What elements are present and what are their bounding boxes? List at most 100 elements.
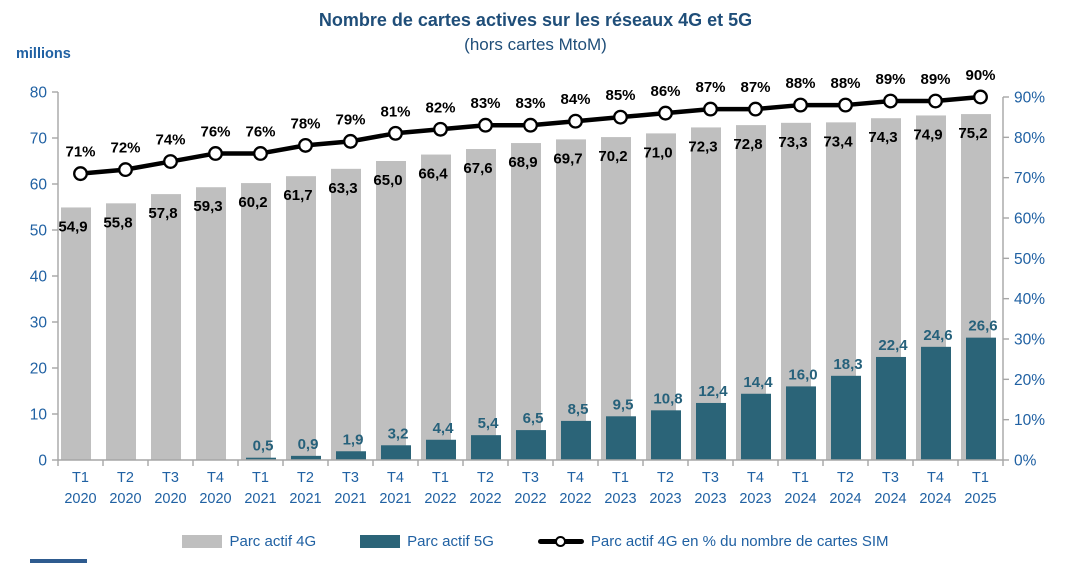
- line-marker: [793, 97, 808, 113]
- data-label-pct: 88%: [785, 75, 815, 92]
- left-axis-tick-label: 80: [30, 85, 48, 102]
- line-marker: [388, 125, 403, 141]
- bar-parc-actif-5g: [741, 393, 771, 460]
- data-label-4g: 73,4: [823, 133, 853, 150]
- bar-parc-actif-4g: [646, 133, 676, 460]
- right-axis-tick-label: 80%: [1014, 130, 1045, 147]
- x-axis-quarter-label: T4: [567, 470, 584, 486]
- legend-line-marker-icon: [537, 535, 584, 548]
- bar-parc-actif-5g: [516, 430, 546, 460]
- x-axis-year-label: 2024: [829, 491, 861, 507]
- x-axis-year-label: 2020: [199, 491, 231, 507]
- data-label-5g: 8,5: [568, 401, 589, 418]
- data-label-4g: 61,7: [283, 187, 312, 204]
- x-axis-quarter-label: T4: [927, 470, 944, 486]
- line-marker: [748, 101, 763, 117]
- right-axis-tick-label: 60%: [1014, 211, 1045, 228]
- x-axis-quarter-label: T1: [612, 470, 629, 486]
- x-axis-quarter-label: T3: [882, 470, 899, 486]
- data-label-pct: 89%: [920, 71, 950, 88]
- line-marker: [883, 93, 898, 109]
- data-label-pct: 82%: [425, 99, 455, 116]
- data-label-pct: 81%: [380, 103, 410, 120]
- x-axis-quarter-label: T2: [477, 470, 494, 486]
- data-label-5g: 16,0: [788, 366, 817, 383]
- bar-parc-actif-5g: [876, 356, 906, 460]
- x-axis-quarter-label: T3: [702, 470, 719, 486]
- left-axis-tick-label: 60: [30, 177, 48, 194]
- data-label-4g: 70,2: [598, 148, 627, 165]
- x-axis-year-label: 2024: [874, 491, 906, 507]
- x-axis-year-label: 2025: [964, 491, 996, 507]
- bar-parc-actif-5g: [831, 375, 861, 460]
- x-axis-year-label: 2022: [424, 491, 456, 507]
- x-axis-year-label: 2020: [64, 491, 96, 507]
- left-axis-tick-label: 20: [30, 361, 48, 378]
- left-axis-tick-label: 30: [30, 315, 48, 332]
- right-axis-tick-label: 40%: [1014, 291, 1045, 308]
- x-axis-year-label: 2021: [289, 491, 321, 507]
- data-label-4g: 72,3: [688, 138, 717, 155]
- line-marker: [523, 117, 538, 133]
- bar-parc-actif-4g: [241, 183, 271, 460]
- line-marker: [298, 137, 313, 153]
- x-axis-quarter-label: T3: [522, 470, 539, 486]
- data-label-5g: 0,5: [253, 438, 274, 455]
- line-marker: [208, 146, 223, 161]
- data-label-4g: 72,8: [733, 136, 762, 153]
- line-marker: [973, 89, 988, 105]
- data-label-5g: 14,4: [743, 374, 773, 391]
- data-label-5g: 22,4: [878, 337, 908, 354]
- x-axis-year-label: 2021: [244, 491, 276, 507]
- footer-divider-line: [30, 559, 87, 563]
- bar-parc-actif-4g: [61, 207, 91, 460]
- x-axis-quarter-label: T2: [117, 470, 134, 486]
- data-label-pct: 74%: [155, 132, 185, 149]
- data-label-5g: 18,3: [833, 356, 862, 373]
- bar-parc-actif-4g: [376, 161, 406, 460]
- x-axis-quarter-label: T2: [837, 470, 854, 486]
- right-axis-tick-label: 20%: [1014, 372, 1045, 389]
- chart-title: Nombre de cartes actives sur les réseaux…: [318, 10, 753, 30]
- data-label-4g: 67,6: [463, 160, 492, 177]
- bar-parc-actif-5g: [471, 435, 501, 460]
- data-label-pct: 72%: [110, 140, 140, 157]
- legend-item: Parc actif 4G en % du nombre de cartes S…: [537, 533, 889, 550]
- data-label-4g: 71,0: [643, 144, 672, 161]
- x-axis-year-label: 2024: [919, 491, 951, 507]
- x-axis-year-label: 2022: [559, 491, 591, 507]
- bar-parc-actif-4g: [601, 137, 631, 460]
- right-axis-tick-label: 50%: [1014, 251, 1045, 268]
- data-label-5g: 0,9: [298, 436, 319, 453]
- line-marker: [163, 154, 178, 169]
- x-axis-quarter-label: T4: [387, 470, 404, 486]
- data-label-pct: 87%: [740, 79, 770, 96]
- left-axis-tick-label: 10: [30, 407, 48, 424]
- legend-swatch-icon: [360, 535, 401, 548]
- data-label-pct: 79%: [335, 111, 365, 128]
- data-label-pct: 84%: [560, 91, 590, 108]
- bar-parc-actif-4g: [196, 187, 226, 460]
- data-label-5g: 26,6: [968, 318, 997, 335]
- x-axis-quarter-label: T3: [162, 470, 179, 486]
- x-axis-year-label: 2021: [379, 491, 411, 507]
- bar-parc-actif-5g: [381, 445, 411, 460]
- right-axis-tick-label: 30%: [1014, 332, 1045, 349]
- x-axis-quarter-label: T4: [747, 470, 764, 486]
- combo-bar-line-chart: 80 70 60 50 40 30 20 10 0 90% 80% 70% 60% 50% 40% 30% 20…: [30, 67, 1045, 507]
- x-axis-quarter-label: T3: [342, 470, 359, 486]
- data-label-pct: 83%: [470, 95, 500, 112]
- line-marker: [343, 133, 358, 149]
- left-axis-tick-label: 70: [30, 131, 48, 148]
- bar-parc-actif-4g: [511, 143, 541, 460]
- data-label-4g: 60,2: [238, 194, 267, 211]
- x-axis-quarter-label: T1: [252, 470, 269, 486]
- x-axis-quarter-label: T1: [72, 470, 89, 486]
- x-axis-year-label: 2022: [469, 491, 501, 507]
- x-axis-year-label: 2020: [154, 491, 186, 507]
- left-axis-tick-label: 0: [38, 453, 47, 470]
- data-label-pct: 71%: [65, 144, 95, 161]
- bar-parc-actif-5g: [786, 386, 816, 460]
- data-label-4g: 55,8: [103, 214, 132, 231]
- data-label-4g: 63,3: [328, 180, 357, 197]
